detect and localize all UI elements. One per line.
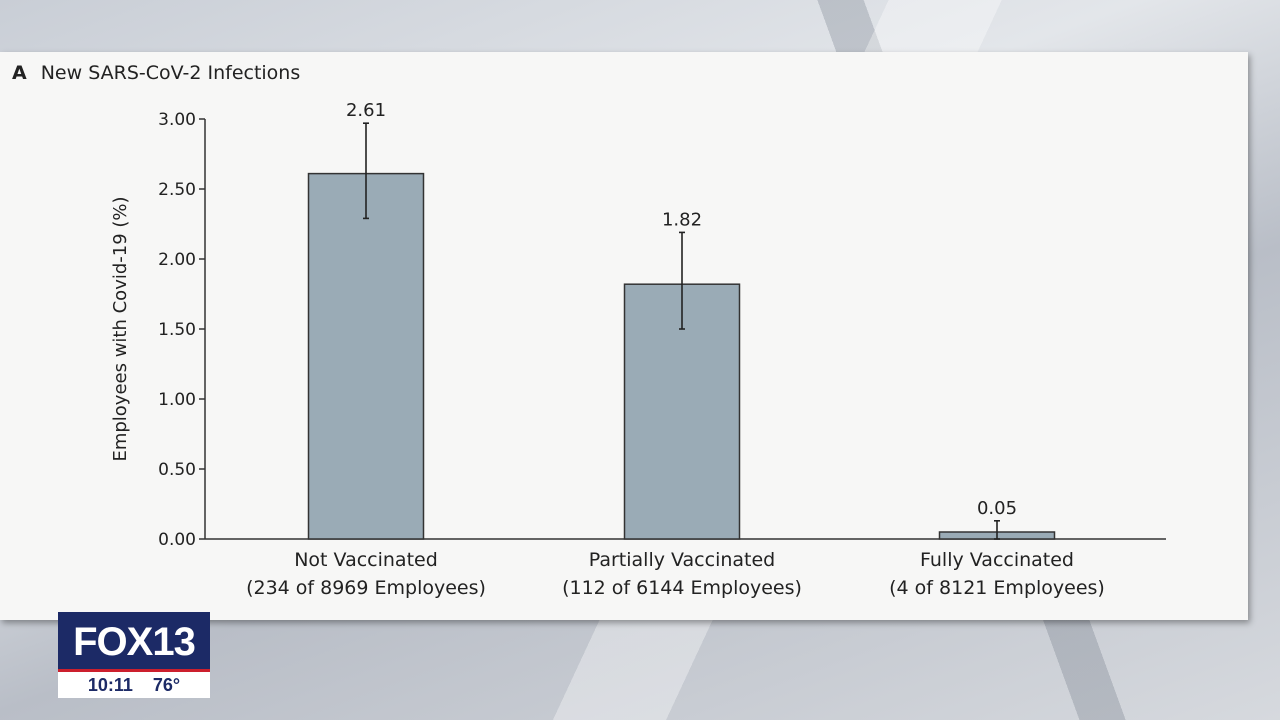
value-label-0: 2.61 [346, 100, 386, 121]
y-tick-label-5: 2.50 [158, 180, 196, 200]
category-sublabel-1: (112 of 6144 Employees) [562, 577, 802, 599]
logo-brand-text: FOX [73, 620, 153, 664]
category-label-2: Fully Vaccinated [920, 549, 1074, 571]
y-tick-label-6: 3.00 [158, 110, 196, 130]
y-axis-label: Employees with Covid-19 (%) [110, 196, 131, 461]
category-label-1: Partially Vaccinated [589, 549, 776, 571]
category-sublabel-2: (4 of 8121 Employees) [889, 577, 1105, 599]
bar-0 [307, 172, 425, 540]
logo-time-temp: 10:11 76° [58, 672, 210, 698]
category-sublabel-0: (234 of 8969 Employees) [246, 577, 486, 599]
logo-temperature: 76° [152, 675, 181, 695]
y-tick-label-2: 1.00 [158, 390, 196, 410]
value-label-1: 1.82 [662, 209, 702, 230]
y-tick-label-3: 1.50 [158, 320, 196, 340]
panel-title-text: New SARS-CoV-2 Infections [40, 62, 301, 84]
value-label-2: 0.05 [977, 498, 1017, 519]
fox13-logo: FOX13 10:11 76° [58, 612, 210, 698]
category-label-0: Not Vaccinated [294, 549, 438, 571]
bar-chart: 0.00 0.50 1.00 1.50 2.00 2.50 3.00 Employees wi… [110, 100, 1166, 599]
logo-channel-text: 13 [152, 620, 195, 664]
logo-time: 10:11 [87, 675, 133, 695]
chart-panel: A New SARS-CoV-2 Infections 0.00 0.50 1.00 1… [0, 52, 1248, 620]
y-tick-label-4: 2.00 [158, 250, 196, 270]
panel-title: A New SARS-CoV-2 Infections [12, 62, 300, 84]
y-tick-label-1: 0.50 [158, 460, 196, 480]
panel-letter: A [12, 62, 27, 84]
logo-brand: FOX13 [58, 612, 210, 672]
y-tick-label-0: 0.00 [158, 530, 196, 550]
